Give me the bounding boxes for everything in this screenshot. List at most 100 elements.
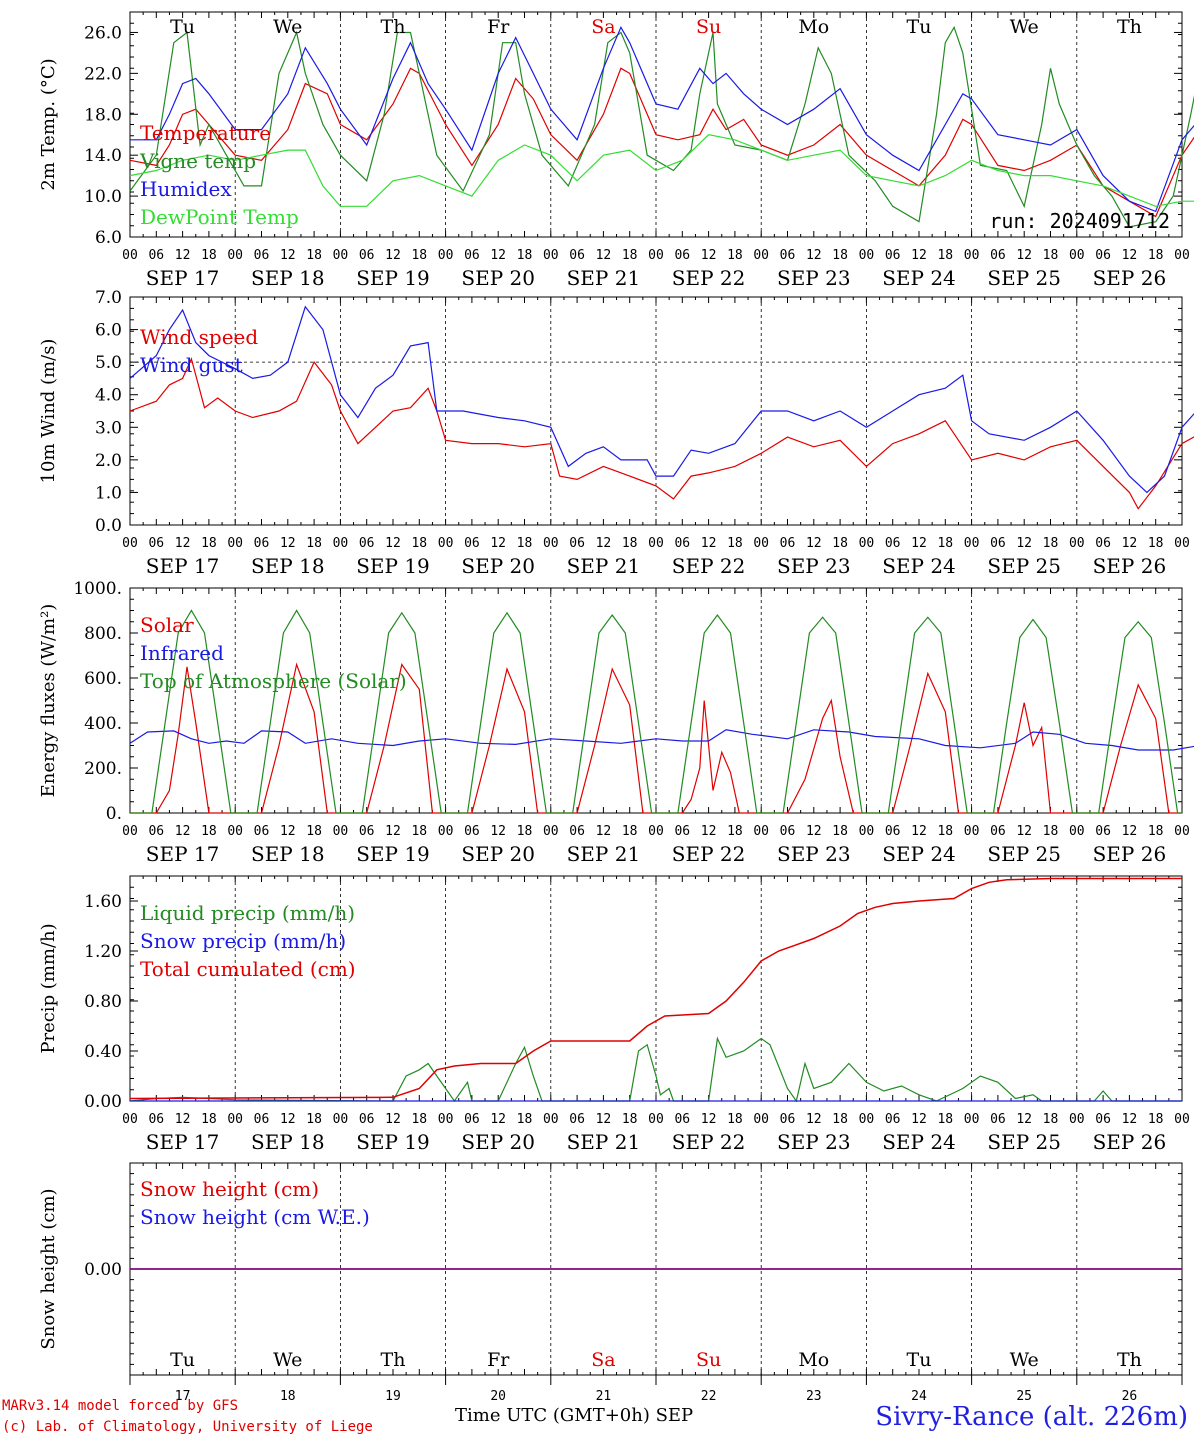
hour-label: 06 (254, 248, 270, 263)
legend-entry: Temperature (140, 121, 271, 145)
y-tick-label: 0.80 (84, 992, 122, 1012)
y-tick-label: 22.0 (84, 64, 122, 84)
hour-label: 00 (964, 1112, 980, 1127)
bottom-day-label: Sa (591, 1349, 615, 1371)
hour-label: 00 (964, 824, 980, 839)
date-label: SEP 25 (987, 554, 1061, 578)
bottom-day-number: 26 (1122, 1389, 1138, 1404)
hour-label: 18 (832, 824, 848, 839)
hour-label: 12 (911, 248, 927, 263)
date-label: SEP 24 (882, 842, 956, 866)
hour-label: 00 (543, 536, 559, 551)
legend-entry: Top of Atmosphere (Solar) (140, 669, 407, 693)
hour-label: 00 (122, 824, 138, 839)
credit-label: (c) Lab. of Climatology, University of L… (2, 1419, 373, 1435)
hour-label: 00 (648, 248, 664, 263)
hour-label: 06 (990, 1112, 1006, 1127)
hour-label: 12 (175, 248, 191, 263)
hour-label: 06 (569, 536, 585, 551)
hour-label: 18 (622, 248, 638, 263)
y-tick-label: 0.00 (84, 1260, 122, 1280)
bottom-day-number: 19 (385, 1389, 401, 1404)
hour-label: 00 (438, 248, 454, 263)
hour-label: 00 (227, 536, 243, 551)
hour-label: 06 (780, 536, 796, 551)
hour-label: 06 (464, 536, 480, 551)
hour-label: 00 (1174, 248, 1190, 263)
hour-label: 18 (622, 824, 638, 839)
bottom-day-label: Th (1117, 1349, 1142, 1371)
hour-label: 12 (911, 1112, 927, 1127)
hour-label: 18 (306, 536, 322, 551)
hour-label: 12 (806, 536, 822, 551)
hour-label: 00 (753, 248, 769, 263)
hour-label: 06 (1095, 536, 1111, 551)
hour-label: 06 (254, 536, 270, 551)
date-label: SEP 20 (461, 1130, 535, 1154)
bottom-day-label: Th (381, 1349, 406, 1371)
hour-label: 18 (832, 1112, 848, 1127)
hour-label: 18 (411, 824, 427, 839)
date-label: SEP 19 (356, 842, 430, 866)
date-label: SEP 26 (1093, 1130, 1167, 1154)
series-line-total-cumulated-cm- (129, 877, 1182, 1100)
panel-frame (129, 587, 1183, 814)
hour-label: 12 (175, 1112, 191, 1127)
hour-label: 12 (701, 824, 717, 839)
bottom-day-number: 18 (280, 1389, 296, 1404)
hour-label: 18 (937, 536, 953, 551)
hour-label: 12 (385, 536, 401, 551)
bottom-day-number: 17 (175, 1389, 191, 1404)
series-line-humidex (130, 25, 1194, 213)
date-label: SEP 22 (672, 266, 746, 290)
y-tick-label: 600. (84, 669, 122, 689)
hour-label: 00 (333, 248, 349, 263)
hour-label: 06 (464, 1112, 480, 1127)
y-tick-label: 3.0 (95, 418, 122, 438)
hour-label: 06 (990, 536, 1006, 551)
bottom-day-label: Su (696, 1349, 721, 1371)
legend-entry: DewPoint Temp (140, 205, 299, 229)
date-label: SEP 18 (251, 1130, 325, 1154)
hour-label: 12 (1016, 248, 1032, 263)
hour-label: 00 (438, 536, 454, 551)
series-line-dewpoint-temp (129, 134, 1194, 207)
hour-label: 12 (385, 1112, 401, 1127)
top-day-label: We (273, 16, 302, 38)
y-tick-label: 7.0 (95, 288, 122, 308)
date-label: SEP 24 (882, 1130, 956, 1154)
series-line-solar (130, 662, 1182, 814)
legend-entry: Snow height (cm W.E.) (140, 1205, 370, 1229)
date-label: SEP 21 (567, 842, 641, 866)
bottom-day-label: We (1010, 1349, 1039, 1371)
hour-label: 12 (490, 248, 506, 263)
hour-label: 00 (964, 536, 980, 551)
y-tick-label: 200. (84, 759, 122, 779)
top-day-label: Fr (487, 16, 510, 38)
bottom-day-number: 24 (911, 1389, 927, 1404)
hour-label: 06 (674, 248, 690, 263)
hour-label: 12 (280, 824, 296, 839)
hour-label: 00 (1069, 248, 1085, 263)
hour-label: 18 (727, 248, 743, 263)
date-label: SEP 23 (777, 266, 851, 290)
hour-label: 12 (1016, 1112, 1032, 1127)
hour-label: 18 (1043, 536, 1059, 551)
date-label: SEP 24 (882, 266, 956, 290)
y-tick-label: 400. (84, 714, 122, 734)
hour-label: 18 (937, 1112, 953, 1127)
date-label: SEP 24 (882, 554, 956, 578)
date-label: SEP 22 (672, 1130, 746, 1154)
y-axis-label: Precip (mm/h) (38, 923, 59, 1053)
y-axis-label: 2m Temp. (°C) (38, 58, 59, 190)
legend-entry: Snow height (cm) (140, 1177, 319, 1201)
y-tick-label: 4.0 (95, 386, 122, 406)
series-line-wind-speed (129, 357, 1194, 510)
hour-label: 12 (1122, 248, 1138, 263)
top-day-label: Th (1117, 16, 1142, 38)
bottom-day-label: Mo (798, 1349, 829, 1371)
date-label: SEP 26 (1093, 266, 1167, 290)
date-label: SEP 25 (987, 266, 1061, 290)
bottom-day-number: 23 (806, 1389, 822, 1404)
hour-label: 00 (543, 248, 559, 263)
